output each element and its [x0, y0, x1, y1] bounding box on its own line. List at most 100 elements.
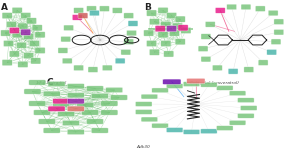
FancyBboxPatch shape	[53, 102, 70, 108]
Text: Cocrystal (resveratrol): Cocrystal (resveratrol)	[190, 81, 239, 84]
FancyBboxPatch shape	[187, 78, 205, 84]
FancyBboxPatch shape	[149, 49, 160, 55]
FancyBboxPatch shape	[152, 88, 168, 93]
Text: C: C	[47, 78, 53, 87]
FancyBboxPatch shape	[229, 91, 246, 96]
FancyBboxPatch shape	[238, 113, 254, 118]
FancyBboxPatch shape	[128, 21, 138, 26]
FancyBboxPatch shape	[16, 42, 27, 48]
FancyBboxPatch shape	[26, 18, 37, 24]
FancyBboxPatch shape	[35, 47, 45, 54]
FancyBboxPatch shape	[175, 16, 185, 22]
FancyBboxPatch shape	[212, 65, 222, 71]
FancyBboxPatch shape	[146, 40, 157, 47]
FancyBboxPatch shape	[166, 26, 177, 32]
FancyBboxPatch shape	[238, 98, 254, 103]
FancyBboxPatch shape	[23, 33, 34, 40]
FancyBboxPatch shape	[146, 10, 157, 16]
FancyBboxPatch shape	[169, 30, 180, 36]
FancyBboxPatch shape	[112, 8, 122, 13]
FancyBboxPatch shape	[91, 128, 108, 133]
Text: A: A	[1, 3, 8, 12]
FancyBboxPatch shape	[161, 21, 171, 27]
FancyBboxPatch shape	[33, 110, 51, 115]
FancyBboxPatch shape	[149, 19, 160, 25]
FancyBboxPatch shape	[241, 106, 257, 110]
FancyBboxPatch shape	[110, 95, 128, 100]
FancyBboxPatch shape	[141, 117, 158, 122]
FancyBboxPatch shape	[91, 93, 108, 99]
FancyBboxPatch shape	[64, 25, 74, 31]
FancyBboxPatch shape	[21, 13, 31, 19]
FancyBboxPatch shape	[53, 99, 70, 104]
FancyBboxPatch shape	[67, 129, 84, 135]
FancyBboxPatch shape	[183, 82, 200, 87]
FancyBboxPatch shape	[166, 128, 183, 132]
FancyBboxPatch shape	[268, 10, 278, 16]
FancyBboxPatch shape	[166, 84, 183, 88]
FancyBboxPatch shape	[229, 120, 246, 125]
FancyBboxPatch shape	[215, 8, 225, 13]
FancyBboxPatch shape	[183, 129, 200, 134]
FancyBboxPatch shape	[201, 56, 211, 62]
FancyBboxPatch shape	[181, 27, 191, 34]
FancyBboxPatch shape	[101, 101, 118, 106]
Text: B: B	[144, 3, 151, 12]
Text: Adk30: Adk30	[136, 146, 150, 150]
FancyBboxPatch shape	[6, 21, 17, 27]
FancyBboxPatch shape	[198, 46, 208, 51]
FancyBboxPatch shape	[61, 36, 71, 42]
FancyBboxPatch shape	[86, 119, 104, 124]
FancyBboxPatch shape	[31, 58, 41, 64]
FancyBboxPatch shape	[227, 4, 237, 10]
FancyBboxPatch shape	[77, 102, 94, 108]
FancyBboxPatch shape	[102, 65, 112, 71]
FancyBboxPatch shape	[35, 32, 45, 38]
FancyBboxPatch shape	[106, 87, 123, 93]
FancyBboxPatch shape	[258, 60, 268, 65]
FancyBboxPatch shape	[200, 129, 217, 134]
FancyBboxPatch shape	[217, 85, 233, 90]
FancyBboxPatch shape	[217, 126, 233, 130]
FancyBboxPatch shape	[158, 32, 168, 38]
FancyBboxPatch shape	[67, 93, 84, 98]
FancyBboxPatch shape	[43, 128, 60, 133]
FancyBboxPatch shape	[144, 30, 154, 36]
FancyBboxPatch shape	[255, 6, 265, 12]
FancyBboxPatch shape	[86, 86, 104, 91]
FancyBboxPatch shape	[67, 99, 84, 104]
FancyBboxPatch shape	[9, 51, 19, 57]
FancyBboxPatch shape	[2, 13, 12, 19]
FancyBboxPatch shape	[18, 23, 28, 29]
FancyBboxPatch shape	[82, 110, 99, 115]
FancyBboxPatch shape	[164, 51, 174, 57]
FancyBboxPatch shape	[24, 89, 41, 94]
FancyBboxPatch shape	[124, 13, 134, 18]
FancyBboxPatch shape	[274, 29, 284, 35]
FancyBboxPatch shape	[127, 30, 136, 36]
FancyBboxPatch shape	[18, 61, 28, 68]
FancyBboxPatch shape	[12, 32, 22, 38]
FancyBboxPatch shape	[78, 13, 88, 18]
FancyBboxPatch shape	[200, 82, 217, 87]
FancyBboxPatch shape	[21, 29, 31, 35]
FancyBboxPatch shape	[72, 15, 82, 20]
FancyBboxPatch shape	[175, 39, 185, 45]
FancyBboxPatch shape	[152, 123, 168, 128]
FancyBboxPatch shape	[90, 10, 99, 16]
FancyBboxPatch shape	[158, 7, 168, 14]
FancyBboxPatch shape	[74, 65, 84, 71]
FancyBboxPatch shape	[23, 53, 34, 59]
FancyBboxPatch shape	[57, 111, 75, 117]
FancyBboxPatch shape	[241, 4, 251, 10]
FancyBboxPatch shape	[161, 40, 171, 47]
FancyBboxPatch shape	[62, 58, 72, 64]
FancyBboxPatch shape	[1, 30, 11, 36]
FancyBboxPatch shape	[62, 120, 80, 126]
FancyBboxPatch shape	[101, 110, 118, 115]
FancyBboxPatch shape	[74, 8, 84, 13]
FancyBboxPatch shape	[100, 6, 109, 12]
FancyBboxPatch shape	[67, 106, 84, 111]
FancyBboxPatch shape	[121, 49, 131, 55]
FancyBboxPatch shape	[9, 27, 19, 34]
